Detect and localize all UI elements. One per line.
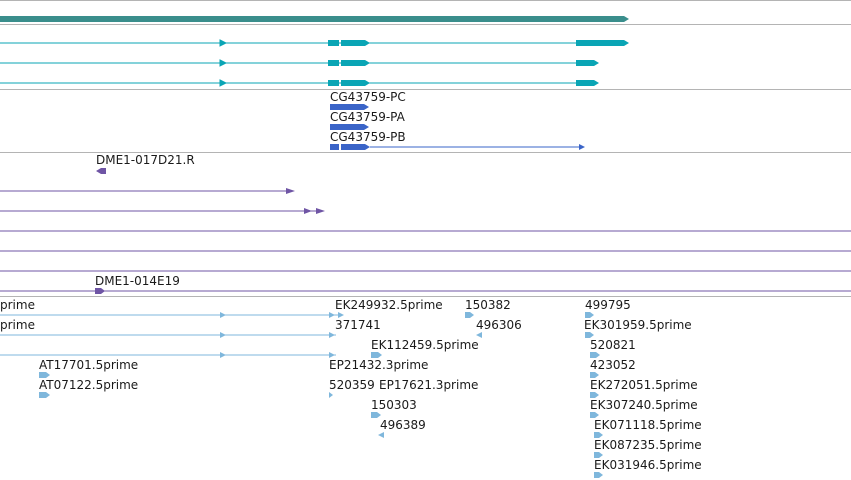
- est-label: 496389: [380, 418, 426, 432]
- est-label: 423052: [590, 358, 636, 372]
- est-feature[interactable]: [585, 312, 594, 318]
- est-label: prime: [0, 318, 35, 332]
- intron-arrow-icon: [220, 352, 226, 358]
- cds-feature[interactable]: [330, 124, 369, 130]
- est-feature[interactable]: [590, 372, 599, 378]
- cds-feature[interactable]: [330, 144, 585, 150]
- intron-arrow-icon: [220, 332, 226, 338]
- arrow-right-icon: [338, 312, 344, 318]
- intron-arrow-icon: [219, 39, 228, 47]
- arrow-right-icon: [329, 312, 335, 318]
- cds-track[interactable]: CG43759-PC CG43759-PA CG43759-PB: [330, 90, 585, 150]
- est-label: EK112459.5prime: [371, 338, 479, 352]
- cds-feature[interactable]: [330, 104, 369, 110]
- est-label: 496306: [476, 318, 522, 332]
- clone-track[interactable]: DME1-017D21.R DME1-014E19: [0, 153, 851, 294]
- exon[interactable]: [341, 80, 370, 86]
- est-label: EK301959.5prime: [584, 318, 692, 332]
- est-label: EK031946.5prime: [594, 458, 702, 472]
- est-feature[interactable]: [594, 432, 603, 438]
- exon[interactable]: [328, 40, 339, 46]
- est-label: AT17701.5prime: [39, 358, 138, 372]
- exon[interactable]: [328, 60, 339, 66]
- gene-feature[interactable]: [0, 16, 629, 22]
- clone-label: DME1-017D21.R: [96, 153, 195, 167]
- est-label: EK249932.5prime: [335, 298, 443, 312]
- est-feature[interactable]: [371, 412, 381, 418]
- clone-feature[interactable]: [0, 188, 295, 194]
- gene-track[interactable]: [0, 16, 629, 22]
- est-feature[interactable]: [371, 352, 382, 358]
- est-label: 520821: [590, 338, 636, 352]
- est-feature[interactable]: [476, 332, 482, 338]
- est-label: EK272051.5prime: [590, 378, 698, 392]
- est-label: EK087235.5prime: [594, 438, 702, 452]
- est-feature[interactable]: [590, 412, 599, 418]
- est-feature[interactable]: [590, 392, 599, 398]
- transcript-row[interactable]: [0, 59, 599, 67]
- est-feature[interactable]: [594, 472, 603, 478]
- est-label: 499795: [585, 298, 631, 312]
- clone-feature[interactable]: [96, 168, 106, 174]
- est-feature[interactable]: [590, 352, 600, 358]
- est-feature[interactable]: [39, 372, 50, 378]
- arrow-right-icon: [329, 332, 335, 338]
- transcript-row[interactable]: [0, 39, 629, 47]
- exon[interactable]: [341, 40, 370, 46]
- est-label: EP17621.3prime: [379, 378, 478, 392]
- est-label: AT07122.5prime: [39, 378, 138, 392]
- arrow-right-icon: [95, 288, 105, 294]
- est-feature[interactable]: [585, 332, 594, 338]
- est-label: 371741: [335, 318, 381, 332]
- exon[interactable]: [576, 80, 599, 86]
- est-feature[interactable]: [329, 392, 333, 398]
- est-feature[interactable]: [378, 432, 384, 438]
- cds-label: CG43759-PB: [330, 130, 406, 144]
- clone-feature[interactable]: [0, 288, 851, 294]
- est-track[interactable]: prime prime AT17701.5prime AT07122.5prim…: [0, 298, 702, 478]
- arrow-right-icon: [286, 188, 295, 194]
- exon[interactable]: [341, 60, 370, 66]
- est-label: EP21432.3prime: [329, 358, 428, 372]
- exon[interactable]: [576, 40, 629, 46]
- intron-arrow-icon: [219, 79, 228, 87]
- arrow-right-icon: [316, 208, 325, 214]
- transcript-row[interactable]: [0, 79, 599, 87]
- est-feature[interactable]: [594, 452, 603, 458]
- est-features[interactable]: [39, 312, 603, 478]
- transcript-tracks[interactable]: [0, 39, 629, 87]
- est-label: prime: [0, 298, 35, 312]
- est-label: 520359: [329, 378, 375, 392]
- intron-arrow-icon: [220, 312, 226, 318]
- est-feature[interactable]: [465, 312, 474, 318]
- track-separators: [0, 0, 851, 297]
- est-feature[interactable]: [39, 392, 50, 398]
- est-labels: prime prime AT17701.5prime AT07122.5prim…: [0, 298, 702, 472]
- clone-feature[interactable]: [0, 208, 325, 214]
- est-label: EK307240.5prime: [590, 398, 698, 412]
- cds-label: CG43759-PA: [330, 110, 406, 124]
- est-label: EK071118.5prime: [594, 418, 702, 432]
- est-lines: [0, 312, 344, 358]
- intron-arrow-icon: [219, 59, 228, 67]
- clone-label: DME1-014E19: [95, 274, 180, 288]
- arrow-right-icon: [329, 352, 335, 358]
- arrow-right-icon: [304, 208, 312, 214]
- est-label: 150382: [465, 298, 511, 312]
- est-label: 150303: [371, 398, 417, 412]
- exon[interactable]: [576, 60, 599, 66]
- arrow-right-icon: [579, 144, 585, 150]
- cds-label: CG43759-PC: [330, 90, 406, 104]
- exon[interactable]: [328, 80, 339, 86]
